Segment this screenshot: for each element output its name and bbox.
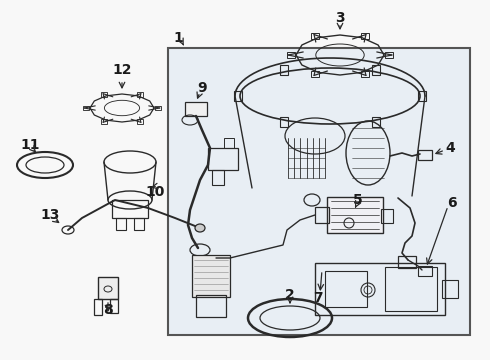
Bar [137, 120, 143, 124]
Text: 12: 12 [112, 63, 132, 77]
Text: 7: 7 [313, 291, 323, 305]
Bar [110, 299, 118, 313]
Bar [381, 209, 393, 223]
Bar [98, 277, 118, 299]
Bar [315, 263, 445, 315]
Text: 8: 8 [103, 303, 113, 317]
Bar [192, 255, 230, 297]
Bar [312, 33, 319, 39]
Bar [196, 295, 226, 317]
Text: 2: 2 [285, 288, 295, 302]
Bar [155, 106, 161, 110]
Bar [101, 92, 107, 96]
Text: 9: 9 [197, 81, 207, 95]
Bar [312, 71, 319, 77]
Bar [418, 266, 432, 276]
Bar [94, 299, 102, 315]
Bar [442, 280, 458, 298]
Bar [212, 170, 224, 185]
Text: 4: 4 [445, 141, 455, 155]
Text: 5: 5 [353, 193, 363, 207]
Bar [168, 48, 470, 335]
Text: 1: 1 [173, 31, 183, 45]
Bar [385, 52, 393, 58]
Bar [137, 92, 143, 96]
Bar [325, 271, 367, 307]
Bar [398, 256, 416, 268]
Text: 10: 10 [146, 185, 165, 199]
Bar [327, 197, 383, 233]
Bar [280, 117, 288, 127]
Text: 11: 11 [20, 138, 40, 152]
Bar [280, 65, 288, 75]
Text: 13: 13 [40, 208, 60, 222]
Bar [83, 106, 89, 110]
Bar [418, 150, 432, 160]
Bar [315, 207, 329, 223]
Bar [208, 148, 238, 170]
Text: 6: 6 [447, 196, 457, 210]
Bar [101, 120, 107, 124]
Bar [361, 71, 368, 77]
Bar [116, 218, 126, 230]
Bar [112, 200, 148, 218]
Ellipse shape [195, 224, 205, 232]
Bar [224, 138, 234, 148]
Bar [185, 102, 207, 116]
Bar [372, 65, 380, 75]
Bar [372, 117, 380, 127]
Bar [418, 91, 426, 101]
Bar [385, 267, 437, 311]
Bar [361, 33, 368, 39]
Bar [134, 218, 144, 230]
Text: 3: 3 [335, 11, 345, 25]
Bar [287, 52, 294, 58]
Bar [234, 91, 242, 101]
